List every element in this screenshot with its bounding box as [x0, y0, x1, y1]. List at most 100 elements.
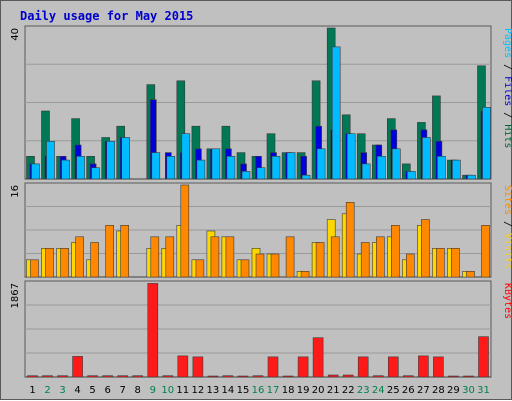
bar-sites-day-28	[436, 248, 445, 278]
bar-pages-day-31	[482, 107, 491, 180]
x-tick-label: 17	[267, 385, 280, 396]
x-tick-label: 9	[150, 385, 156, 396]
bar-sites-day-19	[300, 270, 310, 278]
bar-sites-day-15	[240, 259, 250, 278]
chart-panels: 40 Pages / Files / Hits 16 Sites / Visits 18…	[10, 25, 512, 378]
bar-pages-day-28	[437, 156, 446, 180]
bar-pages-day-9	[151, 152, 161, 180]
right-label-word: Sites	[502, 185, 512, 215]
bar-pages-day-16	[256, 167, 266, 180]
bar-sites-day-23	[360, 242, 370, 278]
x-tick-label: 14	[222, 385, 235, 396]
bar-kbytes-day-13	[207, 375, 219, 378]
chart-title: Daily usage for May 2015	[20, 9, 193, 23]
panel-hits-files-pages: 40 Pages / Files / Hits	[10, 25, 512, 180]
bar-pages-day-1	[31, 163, 40, 180]
bar-kbytes-day-11	[177, 355, 189, 378]
bar-sites-day-18	[285, 236, 295, 278]
bar-pages-day-29	[452, 159, 461, 180]
bar-sites-day-4	[75, 236, 84, 278]
bar-sites-day-12	[195, 259, 205, 278]
right-label-word: Hits	[502, 124, 512, 148]
x-tick-label: 31	[477, 385, 490, 396]
bar-kbytes-day-19	[297, 356, 309, 378]
y-max-label: 16	[10, 185, 21, 198]
bar-kbytes-day-27	[418, 355, 429, 378]
bar-pages-day-30	[467, 174, 476, 180]
x-tick-label: 20	[312, 385, 325, 396]
bar-pages-day-20	[316, 148, 326, 180]
x-tick-label: 26	[402, 385, 415, 396]
bar-pages-day-10	[166, 156, 176, 180]
x-tick-label: 19	[297, 385, 310, 396]
bar-kbytes-day-14	[222, 375, 234, 378]
x-tick-label: 7	[120, 385, 126, 396]
bar-sites-day-5	[90, 242, 99, 278]
right-label-word: KBytes	[502, 283, 512, 319]
x-tick-label: 6	[105, 385, 111, 396]
bar-kbytes-day-26	[402, 375, 414, 378]
bar-pages-day-3	[61, 159, 70, 180]
x-tick-label: 21	[327, 385, 340, 396]
bar-pages-day-7	[121, 137, 130, 180]
x-tick-label: 1	[29, 385, 35, 396]
series-kbytes	[27, 283, 489, 378]
bar-kbytes-day-3	[57, 375, 68, 378]
bar-kbytes-day-10	[162, 375, 174, 378]
x-tick-label: 10	[161, 385, 174, 396]
bar-kbytes-day-31	[478, 336, 489, 378]
bar-sites-day-13	[210, 236, 220, 278]
bar-kbytes-day-12	[192, 356, 204, 378]
bar-sites-day-2	[45, 248, 54, 278]
series-pages	[31, 46, 491, 180]
y-max-label: 40	[10, 28, 21, 41]
right-series-label: Pages / Files / Hits	[502, 28, 512, 148]
bar-sites-day-22	[345, 202, 355, 278]
bar-sites-day-26	[405, 253, 415, 278]
bar-sites-day-10	[165, 236, 175, 278]
bar-sites-day-11	[180, 184, 190, 278]
bar-pages-day-5	[91, 167, 100, 180]
bar-kbytes-day-17	[267, 356, 279, 378]
x-tick-label: 8	[135, 385, 141, 396]
x-tick-label: 16	[252, 385, 265, 396]
bar-kbytes-day-30	[463, 375, 474, 378]
bar-pages-day-13	[211, 148, 221, 180]
bar-kbytes-day-21	[327, 374, 339, 378]
panel-visits-sites: 16 Sites / Visits	[10, 182, 512, 278]
bar-kbytes-day-23	[357, 356, 369, 378]
x-axis-ticks: 1 2 3 4 5 6 7 8 9 10 11 12 13 14 15 16 17 18 19 20 21 22 23 24 2…	[29, 385, 490, 396]
x-tick-label: 24	[372, 385, 385, 396]
right-label-word: Visits	[502, 233, 512, 269]
bar-pages-day-18	[286, 152, 296, 180]
bar-pages-day-6	[106, 141, 115, 180]
x-tick-label: 27	[417, 385, 430, 396]
bar-sites-day-25	[390, 225, 400, 278]
x-tick-label: 25	[387, 385, 400, 396]
bar-pages-day-15	[241, 171, 251, 180]
bar-kbytes-day-25	[387, 356, 399, 378]
right-label-word: Pages	[502, 28, 512, 58]
x-tick-label: 28	[432, 385, 445, 396]
x-tick-label: 23	[357, 385, 370, 396]
bar-kbytes-day-1	[27, 375, 38, 378]
bar-kbytes-day-16	[252, 375, 264, 378]
bar-kbytes-day-7	[117, 375, 128, 378]
bar-pages-day-19	[301, 174, 311, 180]
bar-kbytes-day-9	[147, 283, 159, 378]
bar-kbytes-day-29	[448, 375, 459, 378]
label-separator: /	[502, 215, 512, 233]
bar-kbytes-day-2	[42, 375, 53, 378]
bar-kbytes-day-5	[87, 375, 98, 378]
bar-pages-day-11	[181, 133, 191, 180]
bar-kbytes-day-18	[282, 375, 294, 378]
bar-sites-day-21	[330, 236, 340, 278]
bar-sites-day-27	[421, 219, 430, 278]
bar-sites-day-7	[120, 225, 129, 278]
bar-sites-day-14	[225, 236, 235, 278]
x-tick-label: 11	[176, 385, 189, 396]
bar-kbytes-day-28	[433, 356, 444, 378]
bar-pages-day-26	[406, 171, 416, 180]
